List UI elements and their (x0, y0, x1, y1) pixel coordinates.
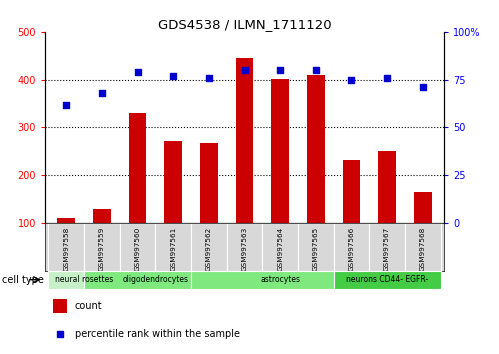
Point (98, 90, 106, 96)
Text: GSM997562: GSM997562 (206, 226, 212, 270)
Bar (227, 223, 262, 271)
Point (312, 67, 320, 73)
Text: neural rosettes: neural rosettes (55, 275, 113, 284)
Bar (342, 160, 360, 223)
Point (56, 331, 64, 337)
Bar (378, 152, 396, 223)
Bar (164, 141, 182, 223)
Text: GSM997559: GSM997559 (99, 226, 105, 270)
Bar (57, 218, 75, 223)
Text: GSM997565: GSM997565 (313, 226, 319, 270)
Point (205, 75, 213, 81)
Point (419, 85, 427, 90)
Bar (236, 58, 253, 223)
Point (347, 77, 355, 82)
Text: percentile rank within the sample: percentile rank within the sample (75, 329, 240, 339)
Bar (191, 271, 369, 289)
Bar (53, 299, 67, 313)
Bar (298, 223, 334, 271)
Text: GSM997560: GSM997560 (135, 226, 141, 270)
Text: GSM997566: GSM997566 (348, 226, 354, 270)
Point (241, 67, 249, 73)
Text: GSM997558: GSM997558 (63, 226, 69, 270)
Text: neurons CD44- EGFR-: neurons CD44- EGFR- (346, 275, 428, 284)
Point (383, 75, 391, 81)
Bar (129, 113, 147, 223)
Point (169, 73, 177, 79)
Bar (191, 223, 227, 271)
Text: cell type: cell type (2, 275, 44, 285)
Bar (200, 143, 218, 223)
Bar (120, 223, 155, 271)
Point (62, 102, 70, 107)
Text: GSM997567: GSM997567 (384, 226, 390, 270)
Point (276, 67, 284, 73)
Bar (84, 223, 120, 271)
Text: count: count (75, 301, 102, 311)
Point (134, 69, 142, 75)
Bar (48, 271, 120, 289)
Bar (155, 223, 191, 271)
Bar (307, 75, 325, 223)
Bar (84, 271, 227, 289)
Bar (262, 223, 298, 271)
Bar (334, 223, 369, 271)
Bar (271, 79, 289, 223)
Bar (369, 223, 405, 271)
Bar (405, 223, 441, 271)
Text: GSM997568: GSM997568 (420, 226, 426, 270)
Bar (414, 192, 432, 223)
Bar (48, 223, 84, 271)
Text: astrocytes: astrocytes (260, 275, 300, 284)
Bar (93, 209, 111, 223)
Bar (334, 271, 441, 289)
Title: GDS4538 / ILMN_1711120: GDS4538 / ILMN_1711120 (158, 18, 331, 31)
Text: GSM997561: GSM997561 (170, 226, 176, 270)
Text: GSM997563: GSM997563 (242, 226, 248, 270)
Text: oligodendrocytes: oligodendrocytes (122, 275, 189, 284)
Text: GSM997564: GSM997564 (277, 226, 283, 270)
